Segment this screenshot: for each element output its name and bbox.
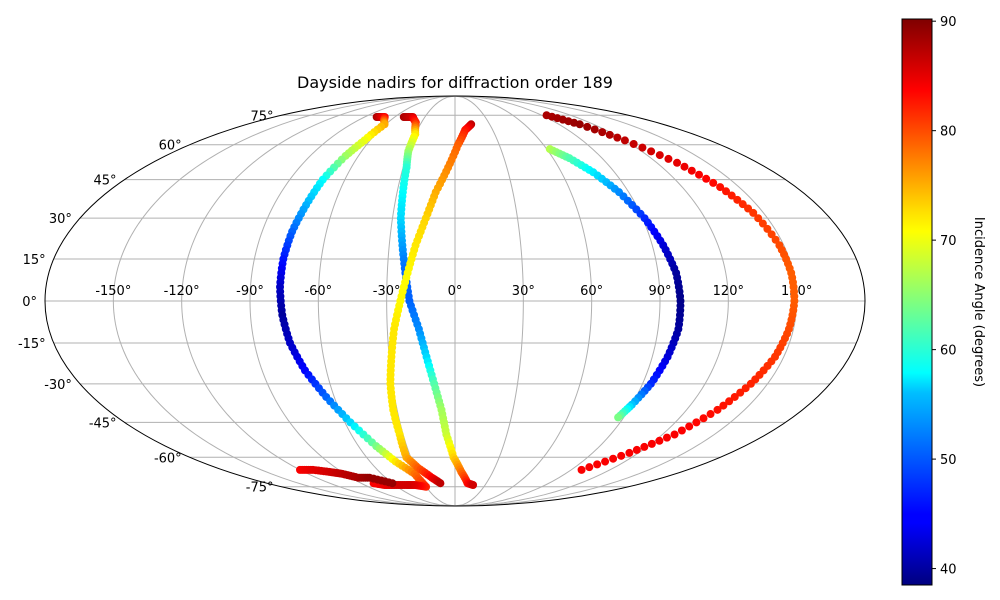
map-boundary [44, 95, 866, 507]
nadir-point [583, 122, 592, 131]
nadir-point [617, 451, 626, 460]
chart-title: Dayside nadirs for diffraction order 189 [297, 73, 613, 92]
latitude-tick-label: -15° [18, 337, 46, 352]
latitude-tick-label: 0° [22, 295, 37, 310]
latitude-tick-label: 45° [94, 174, 117, 189]
nadir-point [647, 147, 656, 156]
nadir-point [713, 405, 722, 414]
nadir-point [625, 448, 634, 457]
nadir-point [702, 174, 711, 183]
longitude-tick-label: -120° [164, 284, 200, 299]
longitude-tick-label: 30° [512, 284, 535, 299]
nadir-point [605, 130, 614, 139]
nadir-point [388, 479, 397, 488]
nadir-point [638, 143, 647, 152]
nadir-point [677, 426, 686, 435]
nadir-point [741, 384, 750, 393]
nadir-point [754, 214, 763, 223]
nadir-point [716, 183, 725, 192]
latitude-tick-label: 60° [159, 139, 182, 154]
latitude-tick-label: -30° [44, 378, 72, 393]
nadir-point [699, 414, 708, 423]
colorbar-ticks: 40 50 60 70 80 90 [932, 15, 957, 578]
colorbar-tick-label: 90 [940, 15, 957, 30]
longitude-tick-label: 90° [648, 284, 671, 299]
latitude-tick-label: -45° [89, 416, 117, 431]
colorbar-tick-label: 60 [940, 344, 957, 359]
longitude-tick-label: -30° [373, 284, 401, 299]
nadir-point [722, 187, 730, 196]
colorbar-tick-label: 50 [940, 453, 957, 468]
colorbar-label: Incidence Angle (degrees) [971, 217, 986, 387]
latitude-tick-label: 30° [49, 212, 72, 227]
nadir-point [620, 136, 629, 145]
nadir-point [695, 170, 704, 179]
nadir-point [758, 219, 767, 228]
nadir-point [590, 125, 599, 134]
latitude-tick-label: 15° [23, 253, 46, 268]
colorbar-tick-label: 80 [940, 125, 957, 140]
nadir-point [687, 166, 696, 175]
nadir-point [629, 139, 638, 148]
nadir-point [655, 436, 664, 445]
nadir-point [575, 120, 584, 129]
nadir-point [719, 401, 728, 410]
longitude-tick-label: 60° [580, 284, 603, 299]
nadir-point [640, 442, 649, 451]
nadir-point [436, 479, 445, 488]
nadir-point [692, 418, 701, 427]
nadir-point [673, 158, 682, 167]
nadir-point [736, 388, 745, 397]
nadir-point [664, 154, 673, 163]
nadir-point [614, 413, 623, 422]
nadir-point [730, 392, 739, 401]
nadir-point [680, 162, 689, 171]
nadir-point [632, 445, 641, 454]
longitude-tick-label: 120° [713, 284, 744, 299]
nadir-point [647, 439, 656, 448]
latitude-tick-label: -75° [246, 481, 274, 496]
longitude-tick-label: 0° [448, 284, 463, 299]
nadir-point [670, 430, 679, 439]
nadir-point [749, 208, 758, 217]
longitude-tick-label: -60° [304, 284, 332, 299]
nadir-point [609, 454, 618, 463]
colorbar-tick-label: 40 [940, 563, 957, 578]
latitude-tick-label: -60° [154, 451, 182, 466]
nadir-point [598, 128, 607, 137]
nadir-point [662, 433, 671, 442]
nadir-point [469, 481, 478, 489]
longitude-tick-label: -150° [95, 284, 131, 299]
longitude-tick-labels: -150°-120°-90°-60°-30°0°30°60°90°120°150… [95, 284, 812, 299]
nadir-point [685, 422, 694, 431]
latitude-tick-label: 75° [250, 109, 273, 124]
colorbar-tick-label: 70 [940, 234, 957, 249]
colorbar [901, 18, 933, 586]
nadir-point [655, 151, 664, 160]
latitude-tick-labels: 75° 60° 45° 30° 15° 0° -15° -30° -45° -60° -75° [18, 109, 274, 495]
nadir-point [727, 191, 736, 200]
nadir-points [276, 111, 799, 491]
longitude-tick-label: -90° [236, 284, 264, 299]
nadir-point [763, 224, 772, 233]
nadir-point [577, 465, 586, 474]
nadir-point [613, 133, 622, 142]
nadir-point [709, 178, 718, 187]
nadir-point [746, 379, 755, 388]
nadir-point [738, 200, 747, 209]
nadir-point [585, 463, 594, 472]
nadir-point [601, 457, 610, 466]
nadir-point [733, 195, 742, 204]
nadir-point [725, 397, 734, 406]
nadir-point [593, 460, 602, 469]
nadir-point [706, 410, 715, 419]
